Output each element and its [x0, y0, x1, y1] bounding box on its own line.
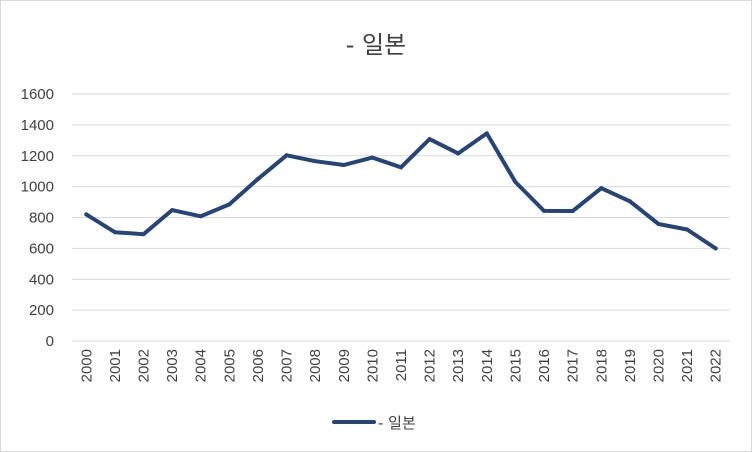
x-tick-label: 2017 — [565, 349, 582, 382]
x-tick-label: 2003 — [164, 349, 181, 382]
x-tick-label: 2002 — [136, 349, 153, 382]
data-point[interactable] — [542, 208, 547, 213]
y-tick-label: 1000 — [21, 179, 54, 196]
x-tick-label: 2001 — [107, 349, 124, 382]
x-tick-label: 2008 — [307, 349, 324, 382]
legend[interactable]: - 일본 — [332, 414, 416, 432]
data-point[interactable] — [284, 153, 289, 158]
y-tick-label: 1600 — [21, 86, 54, 103]
data-point[interactable] — [399, 165, 403, 170]
y-tick-label: 0 — [46, 333, 54, 350]
x-tick-label: 2006 — [250, 349, 267, 382]
data-point[interactable] — [513, 179, 518, 184]
data-point[interactable] — [484, 131, 489, 136]
data-point[interactable] — [141, 232, 146, 237]
data-point[interactable] — [570, 209, 575, 214]
x-tick-label: 2005 — [221, 349, 238, 382]
x-tick-label: 2004 — [193, 349, 210, 382]
data-point[interactable] — [456, 151, 461, 156]
x-tick-label: 2019 — [622, 349, 639, 382]
x-tick-label: 2018 — [593, 349, 610, 382]
data-point[interactable] — [685, 227, 690, 232]
x-tick-label: 2012 — [422, 349, 439, 382]
gridlines — [72, 93, 730, 342]
data-point[interactable] — [370, 155, 375, 160]
data-point[interactable] — [170, 208, 175, 213]
x-tick-label: 2009 — [336, 349, 353, 382]
data-point[interactable] — [713, 246, 718, 251]
x-tick-label: 2014 — [479, 349, 496, 382]
data-point[interactable] — [627, 199, 632, 204]
x-tick-label: 2013 — [450, 349, 467, 382]
data-point[interactable] — [198, 214, 203, 219]
series-lines — [84, 131, 718, 251]
x-tick-label: 2015 — [507, 349, 524, 382]
data-point[interactable] — [656, 221, 661, 226]
y-tick-label: 600 — [29, 240, 54, 257]
data-point[interactable] — [84, 212, 89, 217]
x-tick-label: 2020 — [650, 349, 667, 382]
data-point[interactable] — [341, 163, 346, 168]
x-tick-label: 2007 — [279, 349, 296, 382]
series-line-0[interactable] — [84, 131, 718, 251]
x-tick-label: 2011 — [393, 349, 410, 381]
data-point[interactable] — [599, 186, 604, 191]
legend-label: - 일본 — [378, 414, 416, 432]
y-tick-label: 1200 — [21, 148, 54, 165]
x-tick-label: 2016 — [536, 349, 553, 382]
data-point[interactable] — [112, 230, 117, 235]
data-point[interactable] — [255, 176, 260, 181]
x-tick-label: 2010 — [364, 349, 381, 382]
data-point[interactable] — [427, 137, 432, 142]
x-tick-label: 2022 — [708, 349, 725, 382]
y-tick-label: 200 — [29, 302, 54, 319]
y-tick-label: 400 — [29, 271, 54, 288]
x-tick-label: 2021 — [679, 349, 696, 382]
chart-title: - 일본 — [346, 31, 406, 59]
x-axis-ticks: 2000 2001 2002 2003 2004 2005 2006 2007 2008 2009… — [78, 349, 724, 382]
y-axis-ticks: 0 200 400 600 800 1000 1200 1400 1600 — [21, 86, 54, 350]
data-point[interactable] — [313, 159, 318, 164]
y-tick-label: 800 — [29, 210, 54, 227]
y-tick-label: 1400 — [21, 117, 54, 134]
x-tick-label: 2000 — [78, 349, 95, 382]
data-point[interactable] — [227, 202, 232, 207]
